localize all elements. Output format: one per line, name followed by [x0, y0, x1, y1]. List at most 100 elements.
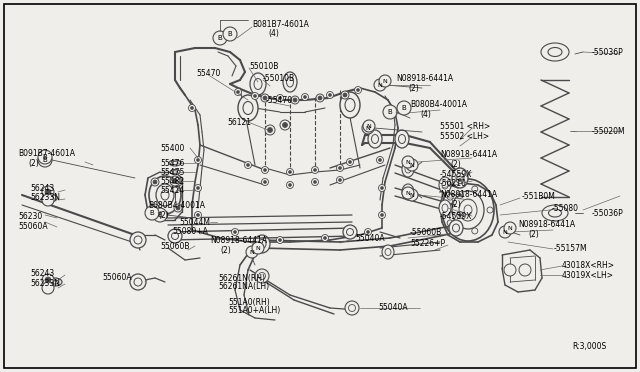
Circle shape — [406, 189, 418, 201]
Text: -55080: -55080 — [552, 203, 579, 212]
Ellipse shape — [287, 77, 294, 87]
Text: 55470: 55470 — [196, 68, 220, 77]
Ellipse shape — [156, 184, 174, 206]
Text: 55424: 55424 — [160, 186, 184, 195]
Circle shape — [196, 186, 200, 189]
Ellipse shape — [449, 220, 463, 236]
Circle shape — [376, 157, 383, 164]
Ellipse shape — [47, 196, 54, 200]
Circle shape — [232, 228, 239, 235]
Circle shape — [176, 206, 180, 210]
Circle shape — [504, 264, 516, 276]
Ellipse shape — [464, 205, 472, 215]
Text: 55475: 55475 — [160, 167, 184, 176]
Text: B: B — [218, 35, 222, 41]
Text: (2): (2) — [408, 83, 419, 93]
Circle shape — [303, 96, 307, 99]
Circle shape — [253, 94, 257, 97]
Text: B081B7-4601A: B081B7-4601A — [252, 19, 309, 29]
Circle shape — [356, 89, 360, 92]
Ellipse shape — [452, 224, 460, 232]
Ellipse shape — [371, 135, 378, 144]
Circle shape — [196, 158, 200, 161]
Circle shape — [38, 150, 52, 164]
Circle shape — [264, 169, 266, 171]
Text: 55040A: 55040A — [378, 304, 408, 312]
Circle shape — [456, 192, 463, 199]
Circle shape — [153, 180, 157, 184]
Ellipse shape — [161, 190, 169, 200]
Text: -55470: -55470 — [266, 96, 293, 105]
Circle shape — [337, 176, 344, 183]
Text: 55060A: 55060A — [18, 221, 47, 231]
Text: -55010B: -55010B — [263, 74, 295, 83]
Ellipse shape — [346, 228, 353, 235]
Text: 56233N: 56233N — [30, 279, 60, 289]
Circle shape — [265, 125, 275, 135]
Ellipse shape — [402, 161, 414, 177]
Text: 55502 <LH>: 55502 <LH> — [440, 131, 489, 141]
Ellipse shape — [173, 171, 177, 173]
Circle shape — [406, 159, 418, 171]
Ellipse shape — [343, 225, 357, 239]
Ellipse shape — [548, 209, 561, 217]
Circle shape — [130, 274, 146, 290]
Ellipse shape — [405, 188, 411, 196]
Circle shape — [499, 226, 511, 238]
Circle shape — [282, 122, 287, 128]
Circle shape — [223, 27, 237, 41]
Ellipse shape — [43, 194, 57, 202]
Ellipse shape — [345, 99, 355, 112]
Ellipse shape — [399, 135, 406, 144]
Text: 43019X<LH>: 43019X<LH> — [562, 270, 614, 279]
Ellipse shape — [259, 273, 266, 279]
Circle shape — [472, 228, 478, 234]
Text: B: B — [228, 31, 232, 37]
Ellipse shape — [170, 170, 180, 174]
Text: 55060B: 55060B — [160, 241, 189, 250]
Circle shape — [346, 158, 353, 166]
Circle shape — [237, 90, 239, 93]
Circle shape — [328, 93, 332, 96]
Circle shape — [326, 92, 333, 99]
Circle shape — [174, 178, 182, 186]
Ellipse shape — [345, 301, 359, 315]
Ellipse shape — [452, 168, 468, 188]
Circle shape — [458, 193, 461, 196]
Circle shape — [172, 187, 178, 193]
Circle shape — [291, 96, 299, 104]
Ellipse shape — [340, 92, 360, 118]
Circle shape — [374, 79, 386, 91]
Circle shape — [337, 164, 344, 171]
Ellipse shape — [168, 229, 182, 243]
Ellipse shape — [243, 102, 253, 115]
Circle shape — [402, 187, 414, 199]
Ellipse shape — [439, 200, 451, 216]
Text: -55020M: -55020M — [592, 126, 626, 135]
Circle shape — [45, 189, 51, 195]
Circle shape — [196, 214, 200, 217]
Text: 55226+P: 55226+P — [410, 238, 445, 247]
Text: -55036P: -55036P — [592, 48, 624, 57]
Ellipse shape — [258, 240, 266, 248]
Circle shape — [278, 96, 282, 99]
Ellipse shape — [442, 179, 494, 241]
Circle shape — [379, 75, 391, 87]
Circle shape — [263, 96, 267, 100]
Text: 56261NA(LH): 56261NA(LH) — [218, 282, 269, 292]
Text: (2): (2) — [28, 158, 39, 167]
Ellipse shape — [349, 305, 355, 311]
Circle shape — [487, 207, 493, 213]
Text: 56230: 56230 — [18, 212, 42, 221]
Text: N: N — [255, 246, 260, 250]
Circle shape — [519, 264, 531, 276]
Circle shape — [153, 206, 157, 210]
Circle shape — [365, 228, 371, 235]
Circle shape — [378, 212, 385, 218]
Circle shape — [323, 237, 326, 240]
Circle shape — [343, 93, 347, 97]
Circle shape — [189, 105, 195, 112]
Text: N08918-6441A: N08918-6441A — [396, 74, 453, 83]
Ellipse shape — [149, 176, 181, 214]
Text: (2): (2) — [220, 246, 231, 254]
